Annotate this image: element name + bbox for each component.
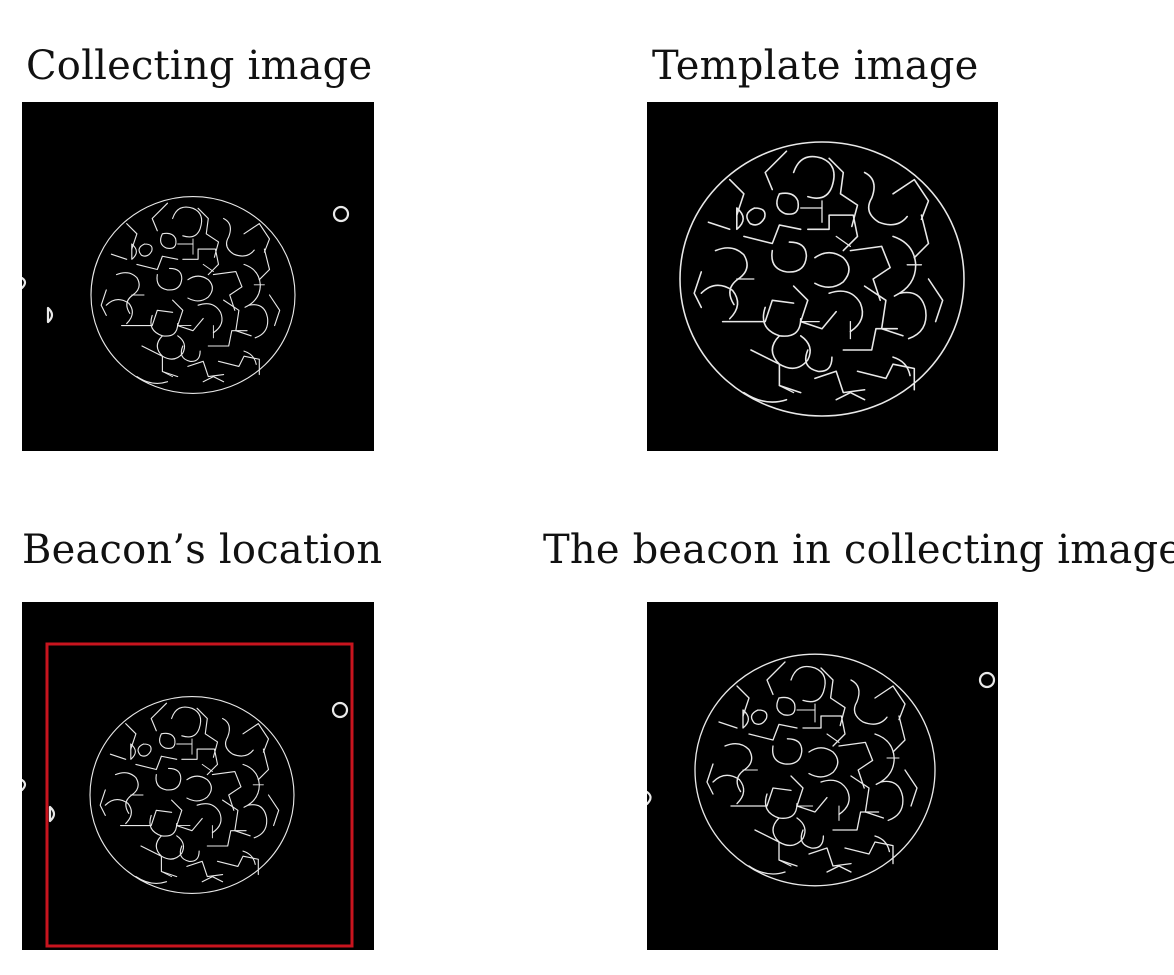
template-image-panel <box>647 102 998 451</box>
template-image-edges <box>679 141 965 417</box>
beacon-crop-panel <box>647 602 998 950</box>
caption-template-image: Template image <box>652 43 979 89</box>
caption-beacon-in-collecting-image: The beacon in collecting image <box>543 527 1174 573</box>
collecting-image-panel <box>22 102 374 451</box>
collecting-image-edges <box>22 196 350 394</box>
beacon-location-panel <box>22 602 374 950</box>
beacon-location-edges <box>22 642 354 948</box>
beacon-crop-edges <box>647 653 996 887</box>
caption-beacon-location: Beacon’s location <box>22 527 383 573</box>
detection-box <box>45 642 354 948</box>
caption-collecting-image: Collecting image <box>26 43 373 89</box>
